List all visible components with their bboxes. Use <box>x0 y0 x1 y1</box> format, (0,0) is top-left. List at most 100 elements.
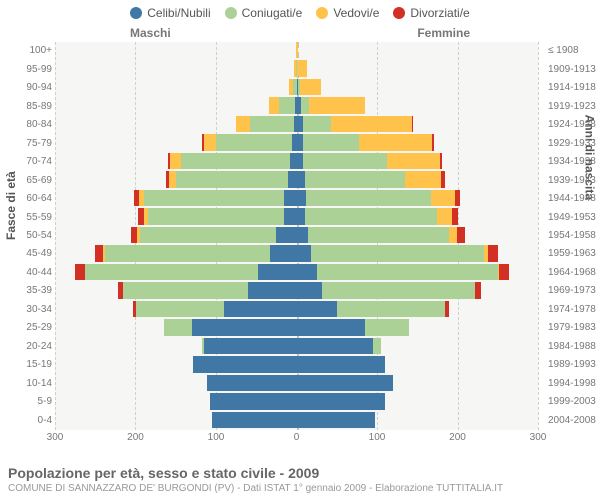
segment-vedovi[interactable] <box>170 153 181 169</box>
segment-coniugati[interactable] <box>148 208 285 224</box>
segment-celibi[interactable] <box>270 245 297 261</box>
segment-celibi[interactable] <box>297 208 305 224</box>
segment-divorziati[interactable] <box>475 282 481 298</box>
segment-coniugati[interactable] <box>85 264 258 280</box>
age-label: 0-4 <box>0 416 52 426</box>
x-tick: 300 <box>47 432 64 443</box>
male-bar <box>55 412 297 428</box>
segment-vedovi[interactable] <box>359 134 431 150</box>
plot-area <box>55 42 538 430</box>
segment-celibi[interactable] <box>276 227 296 243</box>
segment-celibi[interactable] <box>297 245 311 261</box>
segment-coniugati[interactable] <box>311 245 484 261</box>
female-bar <box>297 245 539 261</box>
segment-vedovi[interactable] <box>269 97 279 113</box>
segment-divorziati[interactable] <box>499 264 509 280</box>
age-label: 75-79 <box>0 139 52 149</box>
male-bar <box>55 319 297 335</box>
segment-divorziati[interactable] <box>412 116 414 132</box>
segment-celibi[interactable] <box>288 171 296 187</box>
segment-vedovi[interactable] <box>437 208 451 224</box>
segment-celibi[interactable] <box>192 319 297 335</box>
segment-celibi[interactable] <box>297 338 373 354</box>
segment-celibi[interactable] <box>297 171 305 187</box>
segment-celibi[interactable] <box>248 282 296 298</box>
segment-celibi[interactable] <box>297 319 365 335</box>
segment-coniugati[interactable] <box>305 171 406 187</box>
segment-vedovi[interactable] <box>431 190 455 206</box>
segment-vedovi[interactable] <box>331 116 411 132</box>
segment-coniugati[interactable] <box>140 227 277 243</box>
segment-coniugati[interactable] <box>216 134 292 150</box>
segment-divorziati[interactable] <box>75 264 85 280</box>
segment-coniugati[interactable] <box>322 282 475 298</box>
segment-vedovi[interactable] <box>236 116 250 132</box>
segment-celibi[interactable] <box>193 356 296 372</box>
pyramid-row <box>55 393 538 409</box>
segment-celibi[interactable] <box>297 264 317 280</box>
male-bar <box>55 190 297 206</box>
segment-vedovi[interactable] <box>297 42 299 58</box>
segment-coniugati[interactable] <box>176 171 289 187</box>
segment-celibi[interactable] <box>297 375 394 391</box>
segment-celibi[interactable] <box>297 412 375 428</box>
segment-celibi[interactable] <box>297 393 386 409</box>
segment-vedovi[interactable] <box>300 79 322 95</box>
segment-divorziati[interactable] <box>95 245 103 261</box>
segment-vedovi[interactable] <box>297 60 307 76</box>
segment-vedovi[interactable] <box>204 134 216 150</box>
segment-coniugati[interactable] <box>105 245 270 261</box>
segment-coniugati[interactable] <box>365 319 409 335</box>
segment-celibi[interactable] <box>297 282 323 298</box>
segment-divorziati[interactable] <box>452 208 458 224</box>
segment-coniugati[interactable] <box>373 338 381 354</box>
age-label: 25-29 <box>0 323 52 333</box>
segment-celibi[interactable] <box>207 375 296 391</box>
segment-celibi[interactable] <box>297 301 337 317</box>
segment-coniugati[interactable] <box>279 97 295 113</box>
segment-vedovi[interactable] <box>387 153 439 169</box>
segment-coniugati[interactable] <box>123 282 248 298</box>
segment-celibi[interactable] <box>224 301 296 317</box>
segment-celibi[interactable] <box>297 190 307 206</box>
segment-coniugati[interactable] <box>306 190 431 206</box>
segment-coniugati[interactable] <box>303 153 388 169</box>
segment-vedovi[interactable] <box>449 227 457 243</box>
segment-celibi[interactable] <box>297 227 308 243</box>
segment-coniugati[interactable] <box>308 227 449 243</box>
legend-label-celibi: Celibi/Nubili <box>147 6 210 20</box>
male-bar <box>55 301 297 317</box>
segment-vedovi[interactable] <box>309 97 365 113</box>
segment-celibi[interactable] <box>210 393 297 409</box>
segment-celibi[interactable] <box>284 190 296 206</box>
segment-divorziati[interactable] <box>457 227 465 243</box>
segment-coniugati[interactable] <box>305 208 438 224</box>
segment-coniugati[interactable] <box>250 116 294 132</box>
pyramid-row <box>55 227 538 243</box>
segment-coniugati[interactable] <box>301 97 309 113</box>
segment-divorziati[interactable] <box>441 171 444 187</box>
segment-coniugati[interactable] <box>181 153 290 169</box>
segment-divorziati[interactable] <box>445 301 448 317</box>
birth-label: 1989-1993 <box>548 360 600 370</box>
segment-coniugati[interactable] <box>317 264 498 280</box>
segment-coniugati[interactable] <box>337 301 446 317</box>
segment-celibi[interactable] <box>258 264 297 280</box>
segment-divorziati[interactable] <box>440 153 442 169</box>
segment-divorziati[interactable] <box>488 245 498 261</box>
segment-coniugati[interactable] <box>303 116 331 132</box>
segment-coniugati[interactable] <box>136 301 225 317</box>
segment-celibi[interactable] <box>212 412 297 428</box>
segment-divorziati[interactable] <box>455 190 460 206</box>
segment-coniugati[interactable] <box>144 190 285 206</box>
age-label: 100+ <box>0 46 52 56</box>
segment-celibi[interactable] <box>297 356 386 372</box>
segment-divorziati[interactable] <box>432 134 434 150</box>
segment-celibi[interactable] <box>284 208 296 224</box>
population-pyramid-chart: Celibi/NubiliConiugati/eVedovi/eDivorzia… <box>0 0 600 500</box>
pyramid-row <box>55 301 538 317</box>
segment-celibi[interactable] <box>204 338 297 354</box>
segment-coniugati[interactable] <box>303 134 359 150</box>
segment-vedovi[interactable] <box>405 171 441 187</box>
segment-coniugati[interactable] <box>164 319 192 335</box>
